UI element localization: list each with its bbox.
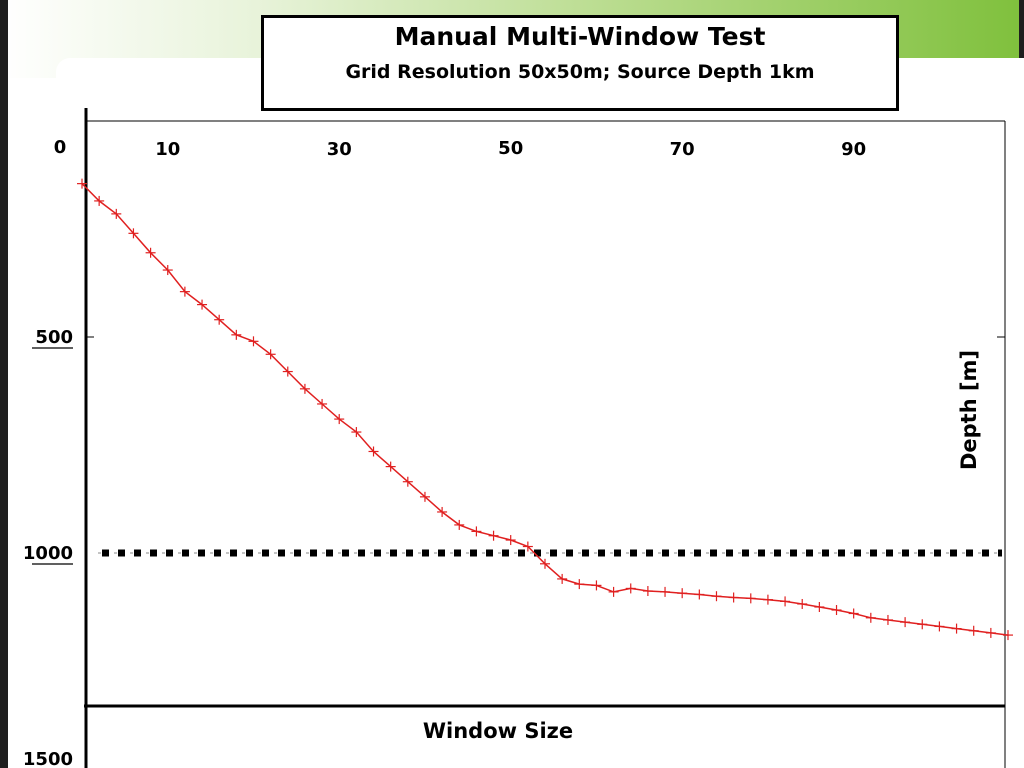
y-tick-label: 1500: [23, 749, 73, 768]
data-point: [419, 491, 430, 502]
data-point: [265, 349, 276, 360]
data-point: [94, 195, 105, 206]
data-point: [591, 580, 602, 591]
chart-title-box: Manual Multi-Window Test Grid Resolution…: [261, 15, 899, 111]
data-point: [694, 589, 705, 600]
data-point: [745, 593, 756, 604]
x-tick-label: 10: [155, 139, 180, 160]
x-tick-label: 70: [670, 139, 695, 160]
data-point: [505, 535, 516, 546]
x-axis-label: Window Size: [423, 719, 573, 743]
data-point: [934, 621, 945, 632]
data-point: [368, 446, 379, 457]
data-point: [351, 427, 362, 438]
data-point: [1003, 630, 1013, 641]
data-point: [77, 178, 87, 189]
data-point: [865, 612, 876, 623]
data-point: [711, 591, 722, 602]
data-point: [299, 383, 310, 394]
y-tick-label: 500: [35, 327, 73, 348]
data-point: [677, 588, 688, 599]
data-point: [831, 605, 842, 616]
y-tick-label: 1000: [23, 543, 73, 564]
data-point: [814, 602, 825, 612]
data-point: [660, 586, 671, 597]
chart-subtitle: Grid Resolution 50x50m; Source Depth 1km: [345, 61, 815, 83]
data-point: [917, 619, 928, 630]
data-point: [248, 336, 259, 347]
content-panel: [10, 78, 1024, 768]
data-point: [642, 586, 653, 597]
data-point: [128, 228, 139, 239]
data-point: [608, 586, 619, 597]
data-point: [282, 366, 293, 377]
data-point: [968, 625, 979, 636]
data-point: [882, 614, 893, 625]
data-point: [762, 594, 773, 605]
series-layer: [77, 178, 1013, 641]
data-point: [231, 329, 242, 340]
x-tick-label: 90: [841, 139, 866, 160]
x-tick-label: 50: [498, 138, 523, 159]
data-point: [179, 286, 190, 297]
data-point: [522, 541, 533, 552]
data-point: [145, 247, 156, 258]
data-point: [780, 596, 791, 607]
plot-frame: [84, 108, 1006, 768]
data-point: [540, 558, 550, 569]
data-point: [214, 314, 225, 325]
data-point: [848, 608, 859, 619]
x-tick-label: 0: [54, 137, 67, 158]
data-point: [197, 299, 208, 310]
data-point: [385, 461, 396, 472]
data-point: [317, 398, 328, 409]
data-point: [797, 598, 808, 609]
tick-layer: 0 10 30 50 70 90 500 1000 1500: [23, 137, 866, 768]
data-point: [574, 579, 585, 590]
data-point: [488, 530, 499, 541]
data-point: [557, 573, 568, 584]
data-point: [111, 208, 122, 219]
data-point: [471, 526, 482, 537]
data-point: [985, 627, 996, 638]
data-point: [402, 476, 413, 487]
data-point: [728, 592, 739, 603]
chart-title: Manual Multi-Window Test: [394, 22, 766, 51]
data-point: [454, 519, 465, 530]
data-point: [900, 617, 911, 628]
data-point: [437, 506, 448, 517]
x-tick-label: 30: [327, 139, 352, 160]
y-axis-label: Depth [m]: [957, 350, 981, 470]
data-point: [625, 583, 636, 594]
data-point: [951, 623, 962, 634]
data-point: [334, 414, 345, 425]
data-point: [162, 265, 173, 276]
